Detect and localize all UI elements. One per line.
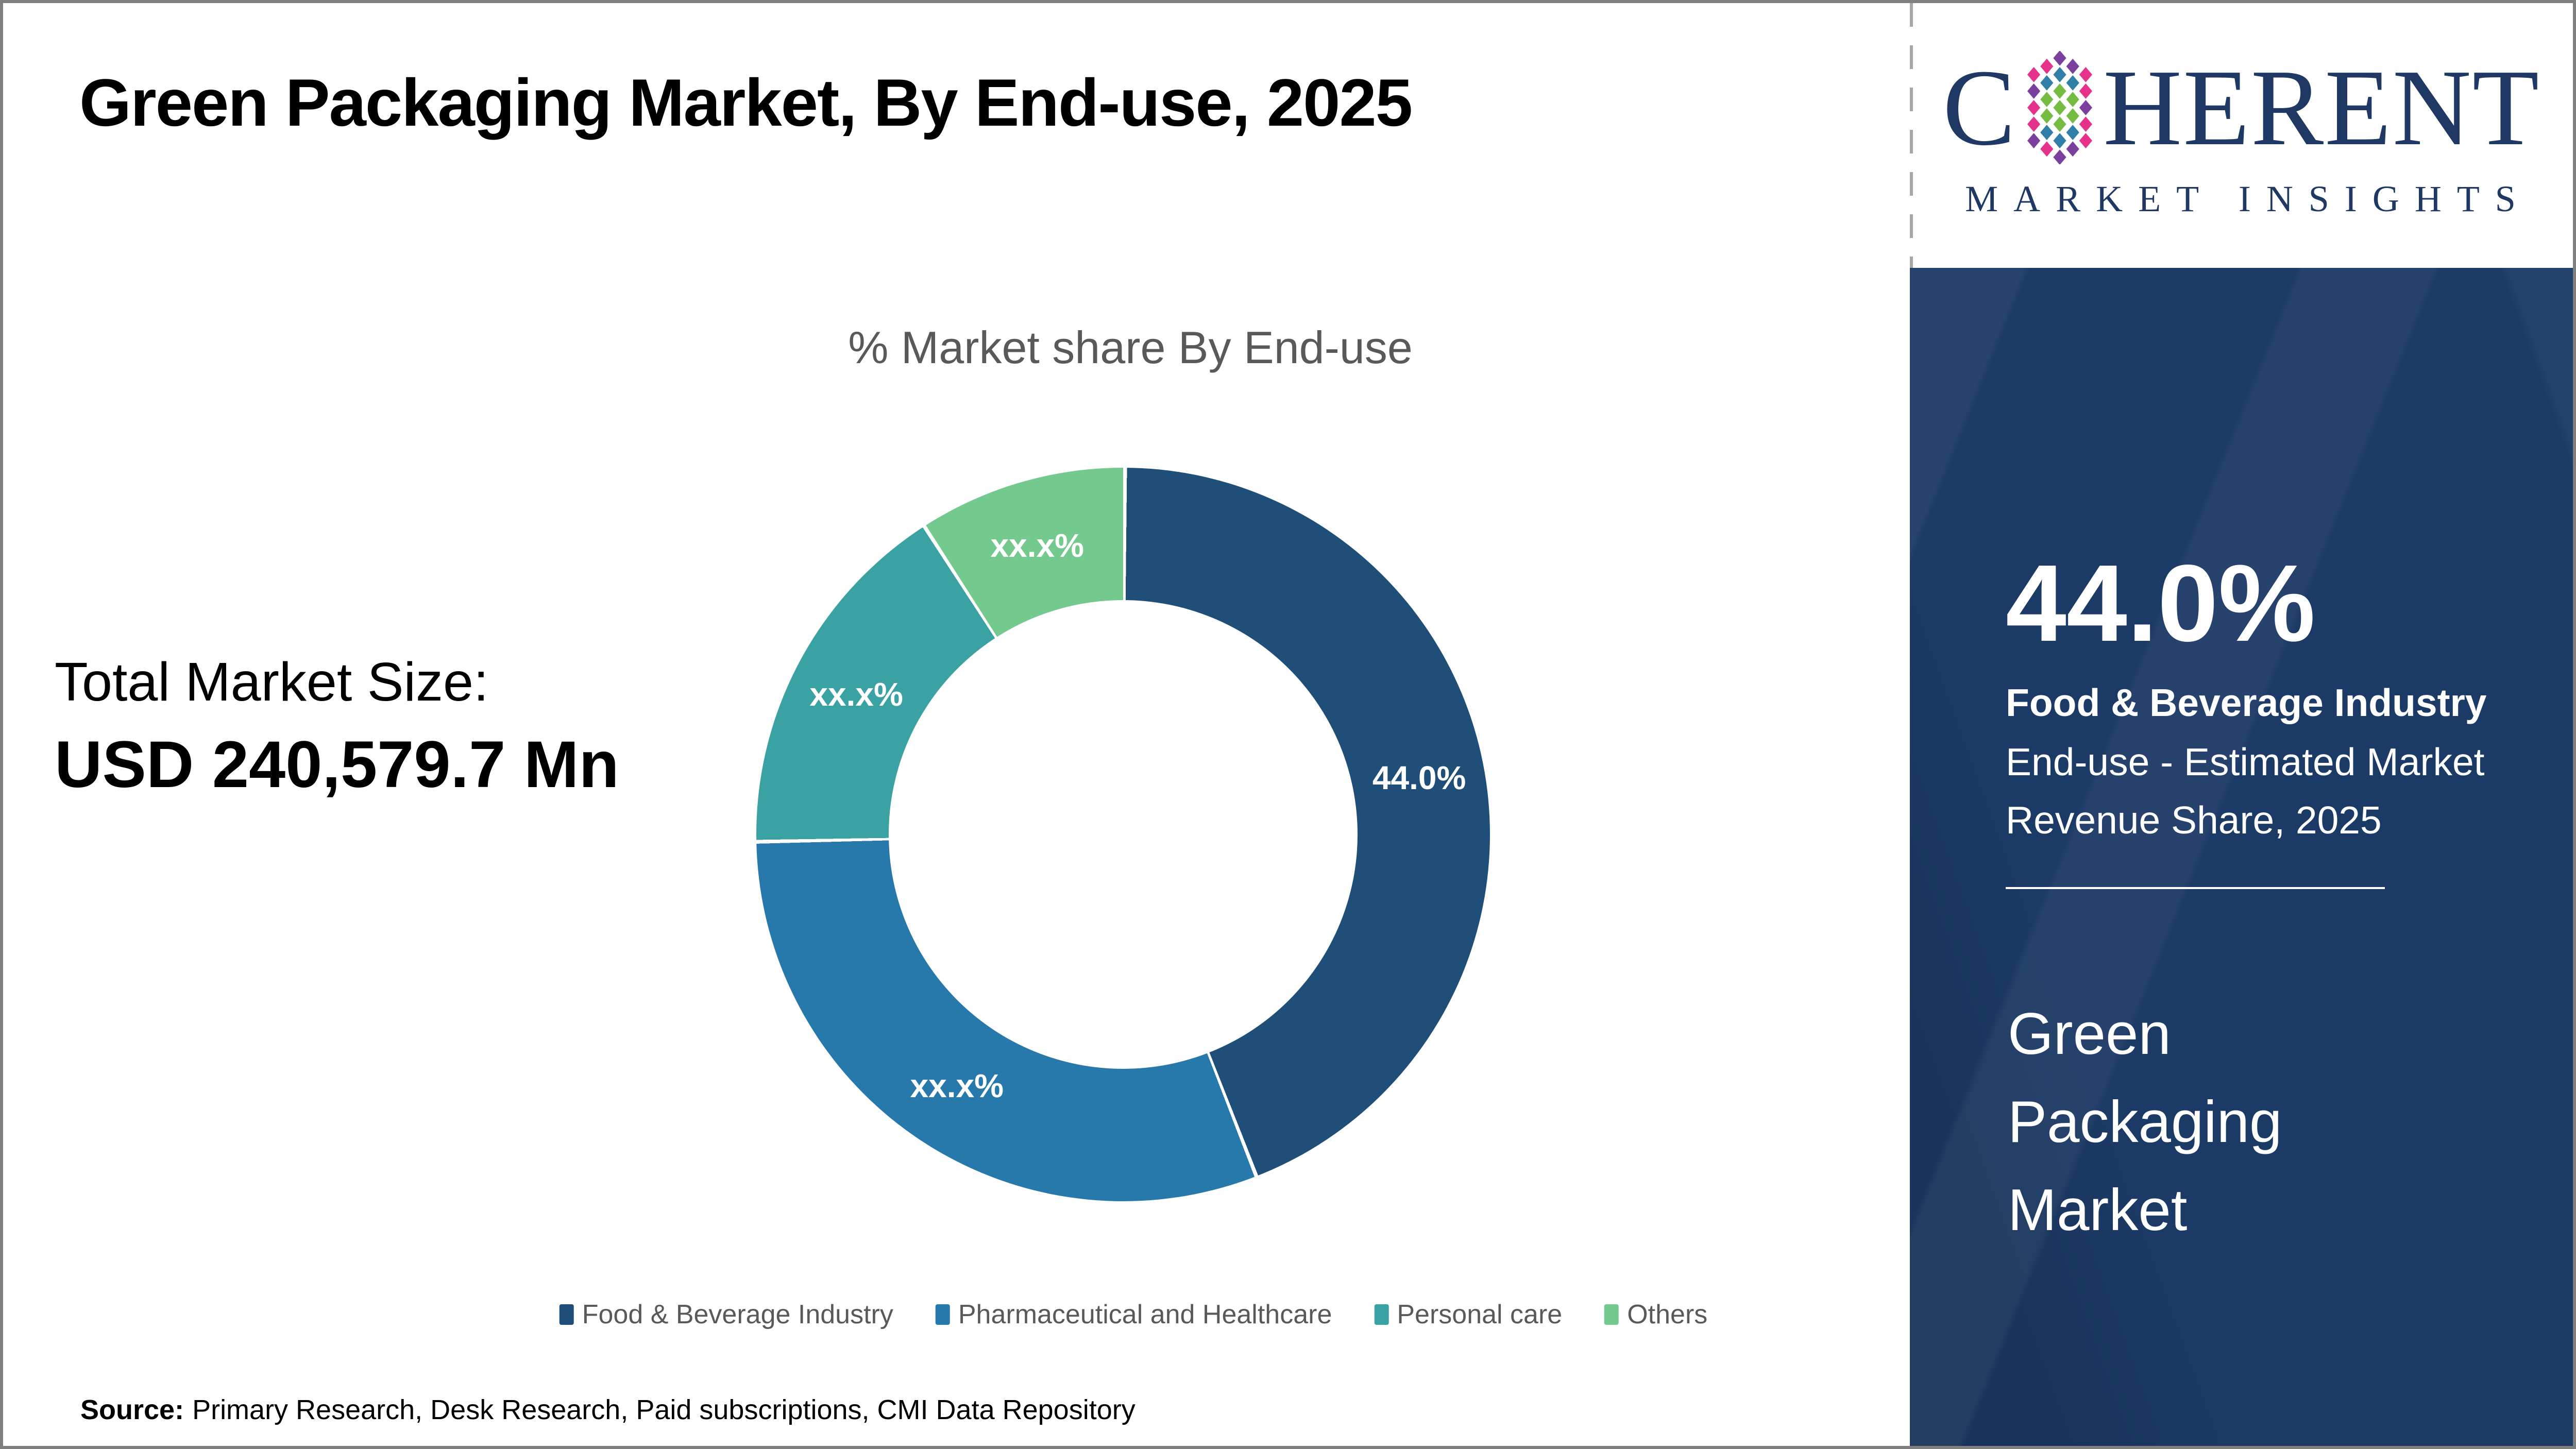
legend-swatch: [935, 1304, 950, 1325]
source-label: Source:: [80, 1394, 184, 1425]
stat-description: End-use - Estimated Market Revenue Share…: [2006, 740, 2485, 842]
dashed-divider: [1910, 3, 1913, 268]
brand-tagline: MARKET INSIGHTS: [1965, 178, 2531, 219]
total-market-block: Total Market Size: USD 240,579.7 Mn: [55, 651, 619, 803]
brand-word-start: C: [1942, 46, 2017, 168]
legend-swatch: [559, 1304, 574, 1325]
legend-swatch: [1604, 1304, 1619, 1325]
chart-area: Green Packaging Market, By End-use, 2025…: [3, 3, 1910, 1446]
legend-label: Food & Beverage Industry: [582, 1300, 893, 1329]
page-title: Green Packaging Market, By End-use, 2025: [79, 65, 1413, 140]
source-line: Source: Primary Research, Desk Research, …: [80, 1394, 1136, 1426]
legend-label: Personal care: [1397, 1300, 1563, 1329]
donut-chart: 44.0% xx.x% xx.x% xx.x%: [756, 468, 1490, 1201]
stats-panel: 44.0% Food & Beverage Industry End-use -…: [1910, 268, 2573, 1446]
donut-hole: [889, 600, 1358, 1069]
chart-legend: Food & Beverage Industry Pharmaceutical a…: [559, 1299, 1707, 1330]
legend-item: Personal care: [1374, 1299, 1562, 1330]
chart-subtitle: % Market share By End-use: [848, 322, 1413, 373]
legend-label: Pharmaceutical and Healthcare: [958, 1300, 1332, 1329]
brand-logo: C HERENT: [1942, 46, 2540, 168]
legend-item: Pharmaceutical and Healthcare: [935, 1299, 1332, 1330]
slice-label: 44.0%: [1372, 759, 1466, 797]
logo-mosaic-o-icon: [2027, 50, 2093, 164]
market-name: Green Packaging Market: [2008, 1001, 2282, 1243]
source-text: Primary Research, Desk Research, Paid su…: [192, 1394, 1136, 1425]
panel-divider: [2006, 887, 2385, 889]
stat-value: 44.0%: [2006, 542, 2316, 664]
legend-label: Others: [1627, 1300, 1708, 1329]
total-market-label: Total Market Size:: [55, 652, 489, 712]
slice-label: xx.x%: [910, 1067, 1004, 1104]
slice-label: xx.x%: [809, 675, 903, 713]
brand-word-end: HERENT: [2103, 46, 2540, 168]
total-market-value: USD 240,579.7 Mn: [55, 728, 619, 802]
stat-name: Food & Beverage Industry: [2006, 681, 2487, 724]
legend-item: Others: [1604, 1299, 1707, 1330]
sidebar: C HERENT MARKET INSIGHTS 44.0% Food & Be…: [1910, 3, 2573, 1446]
slice-label: xx.x%: [990, 527, 1084, 565]
legend-swatch: [1374, 1304, 1389, 1325]
legend-item: Food & Beverage Industry: [559, 1299, 893, 1330]
logo-area: C HERENT MARKET INSIGHTS: [1910, 3, 2573, 268]
